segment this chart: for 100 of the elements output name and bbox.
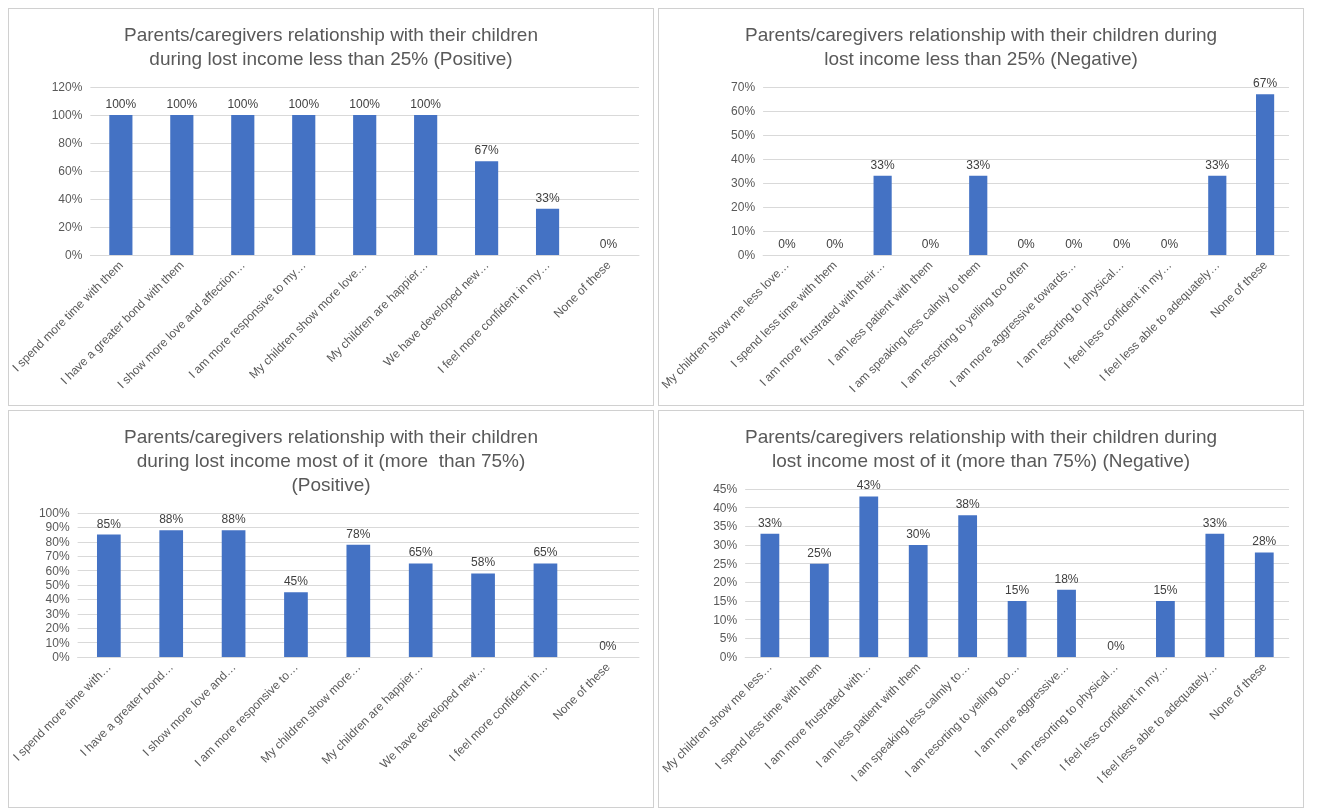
y-tick-label: 0% (65, 248, 83, 262)
data-label: 0% (1065, 237, 1083, 251)
y-tick-label: 60% (58, 164, 83, 178)
data-label: 0% (1112, 237, 1131, 251)
y-tick-label: 100% (38, 506, 70, 520)
data-label: 67% (1253, 76, 1278, 91)
data-label: 100% (349, 97, 381, 111)
bar (1156, 601, 1175, 657)
bar (414, 115, 438, 255)
y-tick-label: 40% (58, 192, 83, 206)
y-tick-label: 100% (51, 108, 83, 122)
bar (231, 115, 255, 255)
data-label: 65% (408, 545, 434, 560)
y-tick-label: 10% (713, 612, 738, 627)
data-label: 33% (1202, 515, 1228, 530)
y-tick-label: 5% (719, 631, 738, 646)
bar (292, 115, 316, 255)
y-tick-label: 30% (713, 538, 738, 552)
data-label: 0% (1107, 639, 1125, 653)
y-tick-label: 50% (731, 128, 756, 142)
bar (353, 115, 377, 255)
bar (958, 515, 978, 657)
data-label: 78% (346, 526, 371, 541)
y-tick-label: 40% (45, 592, 70, 607)
bar (221, 530, 246, 657)
y-tick-label: 80% (45, 534, 70, 549)
data-label: 65% (533, 545, 558, 560)
data-label: 0% (826, 237, 844, 251)
chart-title: Parents/caregivers relationship with their children during lost income less than 25% (Positive) (124, 23, 538, 69)
data-label: 100% (227, 97, 259, 111)
bar (859, 496, 879, 657)
y-tick-label: 30% (731, 176, 756, 190)
data-label: 0% (778, 237, 796, 251)
bar (1254, 552, 1274, 657)
data-label: 0% (599, 639, 617, 653)
y-tick-label: 70% (45, 549, 70, 564)
bar (475, 161, 499, 255)
data-label: 33% (757, 515, 783, 530)
bar (1205, 533, 1225, 657)
data-label: 15% (1153, 583, 1178, 597)
data-label: 0% (921, 237, 940, 251)
bar (346, 544, 371, 657)
data-label: 18% (1054, 571, 1079, 586)
data-label: 67% (474, 143, 499, 158)
y-tick-label: 120% (51, 80, 83, 94)
bar (408, 563, 433, 657)
data-label: 33% (966, 157, 991, 172)
data-label: 58% (471, 555, 496, 570)
bar (760, 533, 780, 657)
bar (159, 530, 184, 657)
chart-title: Parents/caregivers relationship with their children during lost income most of it (more than 75%) (Positive) (124, 425, 538, 495)
chart-title: Parents/caregivers relationship with their children during lost income most of it (more than 75%) (Negative) (744, 425, 1218, 471)
data-label: 33% (535, 190, 560, 205)
y-tick-label: 70% (731, 80, 756, 94)
data-label: 85% (96, 516, 122, 531)
data-label: 100% (166, 97, 198, 111)
data-label: 25% (807, 545, 832, 560)
y-tick-label: 20% (731, 200, 756, 214)
y-tick-label: 15% (713, 594, 738, 608)
data-label: 15% (1005, 583, 1030, 597)
y-tick-label: 10% (731, 224, 756, 238)
data-label: 0% (1160, 237, 1179, 251)
data-label: 43% (856, 478, 882, 493)
data-label: 0% (1017, 237, 1036, 251)
bar (284, 592, 308, 657)
chart-title: Parents/caregivers relationship with their children during lost income less than 25% (Negative) (744, 23, 1218, 69)
data-label: 88% (159, 512, 184, 527)
data-label: 100% (288, 97, 320, 111)
y-tick-label: 10% (45, 635, 70, 650)
bar (533, 563, 558, 657)
bar (908, 545, 928, 657)
y-tick-label: 0% (719, 650, 738, 664)
data-label: 33% (1205, 157, 1230, 172)
y-tick-label: 0% (737, 248, 756, 262)
y-tick-label: 25% (713, 556, 738, 571)
data-label: 100% (105, 97, 137, 111)
y-tick-label: 50% (45, 578, 70, 592)
data-label: 33% (870, 157, 895, 172)
y-tick-label: 60% (45, 563, 70, 578)
bar (170, 115, 194, 255)
bar (109, 115, 133, 255)
y-tick-label: 80% (58, 136, 83, 150)
data-label: 88% (221, 512, 246, 527)
y-tick-label: 40% (731, 152, 756, 166)
y-tick-label: 45% (713, 482, 738, 496)
y-tick-label: 60% (731, 104, 756, 118)
y-tick-label: 20% (713, 575, 738, 590)
data-label: 30% (906, 527, 931, 541)
data-label: 28% (1252, 534, 1277, 549)
data-label: 38% (955, 497, 980, 512)
data-label: 45% (283, 574, 309, 589)
bar (471, 573, 495, 657)
bar (535, 208, 560, 255)
y-tick-label: 0% (52, 650, 70, 664)
data-label: 100% (410, 97, 442, 111)
bar (1057, 589, 1076, 657)
y-tick-label: 90% (45, 520, 70, 535)
y-tick-label: 20% (58, 220, 83, 234)
bar (809, 563, 829, 657)
bar (1007, 601, 1027, 657)
